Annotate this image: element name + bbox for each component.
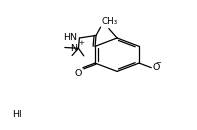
Text: CH₃: CH₃ (102, 17, 118, 26)
Text: O: O (152, 63, 160, 72)
Text: HN: HN (63, 33, 77, 42)
Text: N: N (70, 44, 77, 53)
Text: −: − (155, 60, 161, 66)
Text: +: + (78, 40, 84, 46)
Text: O: O (74, 69, 82, 78)
Text: HI: HI (12, 110, 22, 119)
